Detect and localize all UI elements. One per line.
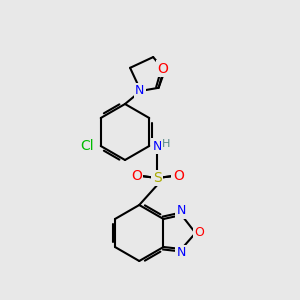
- Text: Cl: Cl: [80, 139, 94, 153]
- Text: H: H: [162, 139, 170, 149]
- Text: N: N: [153, 140, 162, 152]
- Text: O: O: [131, 169, 142, 183]
- Text: O: O: [173, 169, 184, 183]
- Text: N: N: [135, 84, 145, 98]
- Text: S: S: [153, 171, 162, 185]
- Text: N: N: [177, 205, 186, 218]
- Text: O: O: [195, 226, 204, 239]
- Text: O: O: [157, 62, 168, 76]
- Text: N: N: [177, 247, 186, 260]
